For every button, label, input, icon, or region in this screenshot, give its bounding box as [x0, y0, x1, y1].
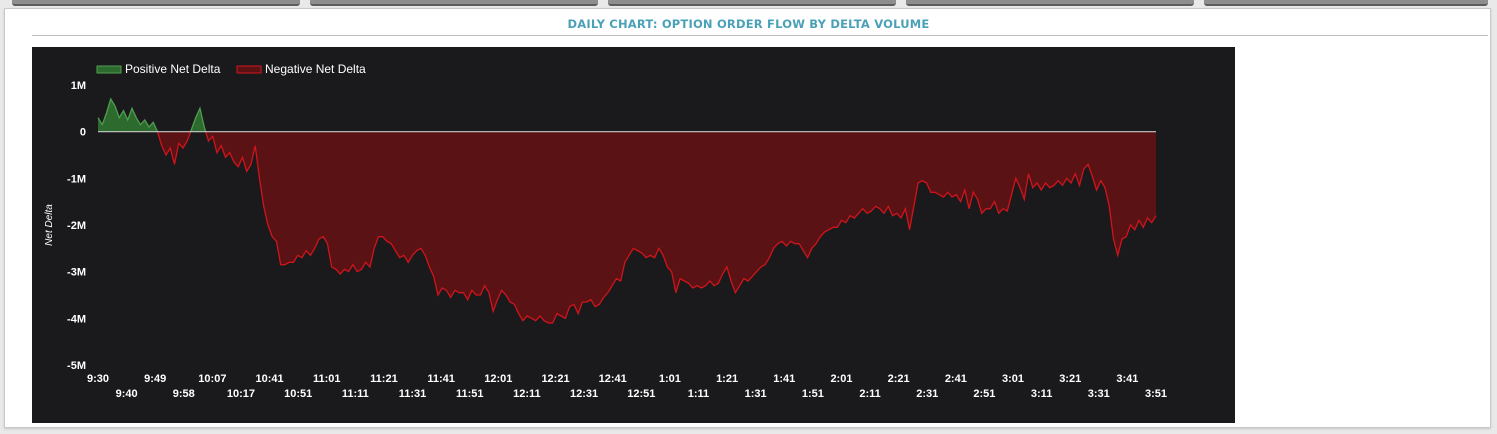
x-tick-label: 1:51 [802, 388, 824, 400]
x-tick-label: 11:51 [456, 388, 484, 400]
y-tick-label: 1M [71, 80, 86, 92]
x-tick-label: 2:01 [830, 373, 852, 385]
x-tick-label: 10:17 [227, 388, 255, 400]
y-tick-label: 0 [80, 127, 86, 139]
x-tick-label: 11:21 [370, 373, 398, 385]
x-tick-label: 1:21 [716, 373, 738, 385]
chart-panel: DAILY CHART: OPTION ORDER FLOW BY DELTA … [4, 8, 1491, 428]
x-tick-label: 10:07 [198, 373, 226, 385]
x-tick-label: 12:11 [513, 388, 541, 400]
legend-swatch [236, 65, 262, 74]
negative-series-line [156, 131, 1157, 324]
x-tick-label: 3:01 [1002, 373, 1024, 385]
x-tick-label: 11:11 [342, 388, 369, 400]
y-tick-label: -1M [67, 173, 86, 185]
x-tick-label: 9:30 [87, 373, 109, 385]
y-tick-label: -4M [67, 313, 86, 325]
x-tick-label: 1:41 [773, 373, 795, 385]
top-tab[interactable] [12, 0, 300, 6]
x-tick-label: 10:41 [255, 373, 283, 385]
positive-area [98, 99, 206, 132]
x-tick-label: 3:31 [1088, 388, 1110, 400]
x-tick-label: 11:41 [427, 373, 455, 385]
y-tick-label: -5M [67, 360, 86, 372]
x-tick-label: 1:31 [745, 388, 767, 400]
x-tick-label: 12:21 [541, 373, 569, 385]
x-tick-label: 12:51 [627, 388, 655, 400]
x-tick-label: 1:11 [688, 388, 709, 400]
x-tick-label: 9:49 [144, 373, 166, 385]
x-tick-label: 2:41 [945, 373, 967, 385]
x-tick-label: 3:11 [1031, 388, 1052, 400]
x-tick-label: 3:51 [1145, 388, 1167, 400]
x-tick-label: 12:01 [484, 373, 512, 385]
x-tick-label: 2:21 [888, 373, 910, 385]
legend-swatch [96, 65, 122, 74]
x-tick-label: 9:58 [173, 388, 195, 400]
panel-title: DAILY CHART: OPTION ORDER FLOW BY DELTA … [567, 17, 930, 31]
y-axis-title: Net Delta [44, 204, 55, 246]
top-tab[interactable] [608, 0, 896, 6]
chart-area: 1M 0 -1M -2M -3M -4M -5M Net Delta 9:30 9:49 10:07… [32, 47, 1235, 423]
x-tick-label: 10:51 [284, 388, 312, 400]
x-tick-label: 11:31 [399, 388, 427, 400]
x-tick-label: 12:31 [570, 388, 598, 400]
top-tab[interactable] [310, 0, 598, 6]
x-tick-label: 1:01 [659, 373, 681, 385]
x-tick-label: 3:41 [1116, 373, 1138, 385]
x-tick-label: 2:11 [859, 388, 880, 400]
x-tick-label: 2:31 [916, 388, 938, 400]
title-divider [32, 35, 1488, 36]
legend-label: Positive Net Delta [125, 62, 221, 76]
net-delta-chart: 1M 0 -1M -2M -3M -4M -5M Net Delta 9:30 9:49 10:07… [44, 62, 1167, 400]
y-tick-label: -2M [67, 220, 86, 232]
x-tick-label: 2:51 [973, 388, 995, 400]
top-tab-strip [0, 0, 1497, 6]
top-tab[interactable] [1204, 0, 1488, 6]
negative-area [98, 131, 1156, 323]
top-tab[interactable] [906, 0, 1194, 6]
x-tick-label: 11:01 [313, 373, 341, 385]
y-tick-label: -3M [67, 267, 86, 279]
x-tick-label: 3:21 [1059, 373, 1081, 385]
x-tick-label: 9:40 [116, 388, 138, 400]
x-tick-label: 12:41 [599, 373, 627, 385]
legend-label: Negative Net Delta [265, 62, 366, 76]
